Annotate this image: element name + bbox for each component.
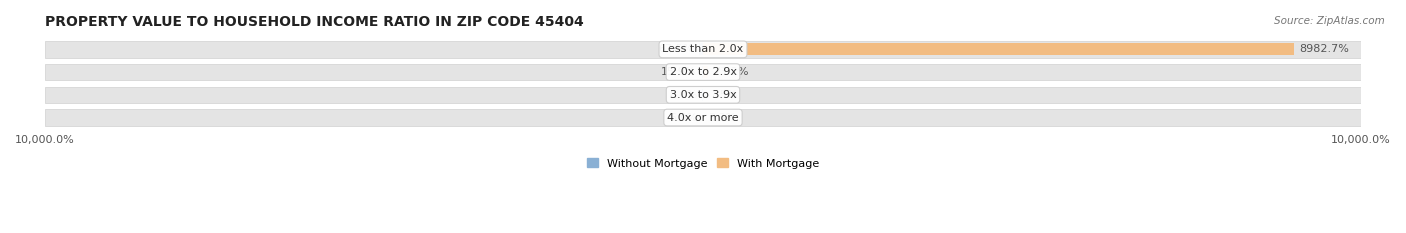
Bar bbox=[45, 64, 1361, 80]
Text: 8982.7%: 8982.7% bbox=[1299, 44, 1350, 54]
Bar bbox=[703, 66, 707, 78]
Bar bbox=[45, 87, 1361, 103]
Text: 3.3%: 3.3% bbox=[709, 113, 737, 123]
Text: 7.5%: 7.5% bbox=[709, 90, 737, 100]
Text: 73.2%: 73.2% bbox=[713, 67, 748, 77]
Text: 15.9%: 15.9% bbox=[661, 67, 697, 77]
Bar bbox=[703, 43, 1294, 55]
Text: 2.0x to 2.9x: 2.0x to 2.9x bbox=[669, 67, 737, 77]
Text: 4.0x or more: 4.0x or more bbox=[668, 113, 738, 123]
Text: 3.0x to 3.9x: 3.0x to 3.9x bbox=[669, 90, 737, 100]
Legend: Without Mortgage, With Mortgage: Without Mortgage, With Mortgage bbox=[588, 158, 818, 168]
Text: PROPERTY VALUE TO HOUSEHOLD INCOME RATIO IN ZIP CODE 45404: PROPERTY VALUE TO HOUSEHOLD INCOME RATIO… bbox=[45, 15, 583, 29]
Text: 8.0%: 8.0% bbox=[669, 90, 697, 100]
Bar bbox=[45, 109, 1361, 126]
Text: Less than 2.0x: Less than 2.0x bbox=[662, 44, 744, 54]
Bar bbox=[45, 41, 1361, 58]
Text: 67.5%: 67.5% bbox=[658, 44, 693, 54]
Bar bbox=[699, 43, 703, 55]
Text: Source: ZipAtlas.com: Source: ZipAtlas.com bbox=[1274, 16, 1385, 26]
Text: 6.9%: 6.9% bbox=[669, 113, 697, 123]
